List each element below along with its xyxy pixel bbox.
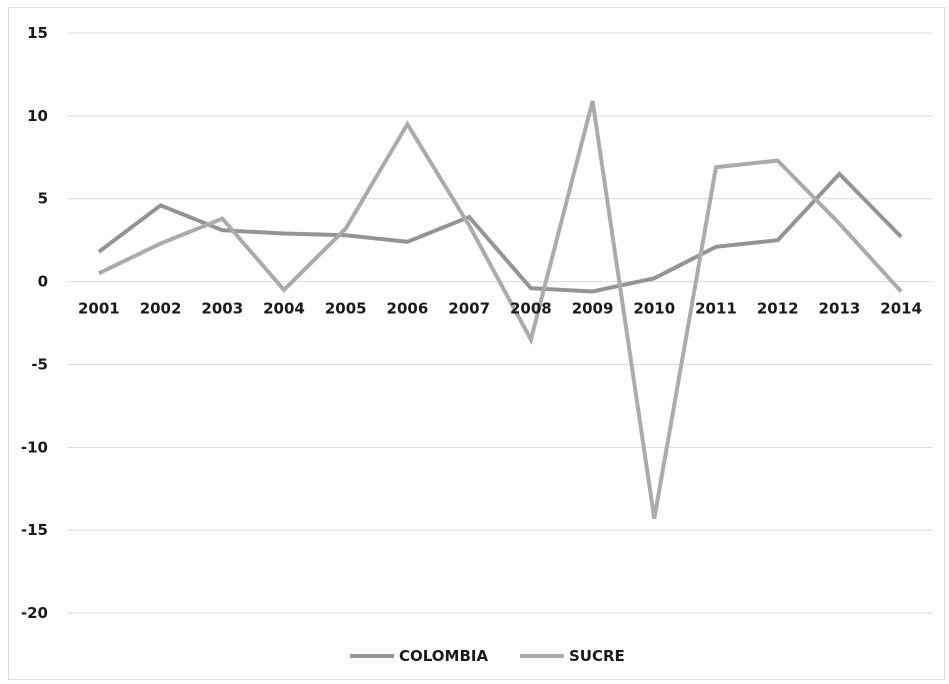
- x-tick-label: 2013: [819, 300, 861, 318]
- legend-label-colombia: COLOMBIA: [399, 647, 488, 665]
- legend-label-sucre: SUCRE: [569, 647, 625, 665]
- gridlines: [68, 32, 932, 614]
- y-tick-label: -20: [21, 604, 48, 622]
- chart-frame: [8, 7, 945, 680]
- x-tick-label: 2005: [325, 300, 367, 318]
- x-axis-tick-labels: 2001 2002 2003 2004 2005 2006 2007 2008 2009 2010…: [78, 300, 922, 318]
- series-line-colombia: [97, 171, 903, 294]
- x-tick-label: 2006: [387, 300, 429, 318]
- x-tick-label: 2008: [510, 300, 552, 318]
- x-tick-label: 2009: [572, 300, 614, 318]
- y-tick-label: -15: [21, 521, 48, 539]
- x-tick-label: 2011: [695, 300, 737, 318]
- x-tick-label: 2002: [140, 300, 182, 318]
- y-tick-label: 5: [38, 190, 48, 208]
- legend: COLOMBIA SUCRE: [350, 647, 625, 665]
- x-tick-label: 2010: [633, 300, 675, 318]
- y-tick-label: -10: [21, 438, 48, 456]
- x-tick-label: 2014: [880, 300, 922, 318]
- x-tick-label: 2012: [757, 300, 799, 318]
- x-tick-label: 2003: [201, 300, 243, 318]
- x-tick-label: 2007: [448, 300, 490, 318]
- y-tick-label: 0: [38, 273, 48, 291]
- y-axis-tick-labels: 15 10 5 0 -5 -10 -15 -20: [21, 24, 48, 622]
- series-lines: [97, 100, 903, 519]
- y-tick-label: 10: [27, 107, 48, 125]
- series-line-sucre: [98, 100, 903, 519]
- y-tick-label: 15: [27, 24, 48, 42]
- x-tick-label: 2001: [78, 300, 120, 318]
- x-tick-label: 2004: [263, 300, 305, 318]
- y-tick-label: -5: [31, 355, 48, 373]
